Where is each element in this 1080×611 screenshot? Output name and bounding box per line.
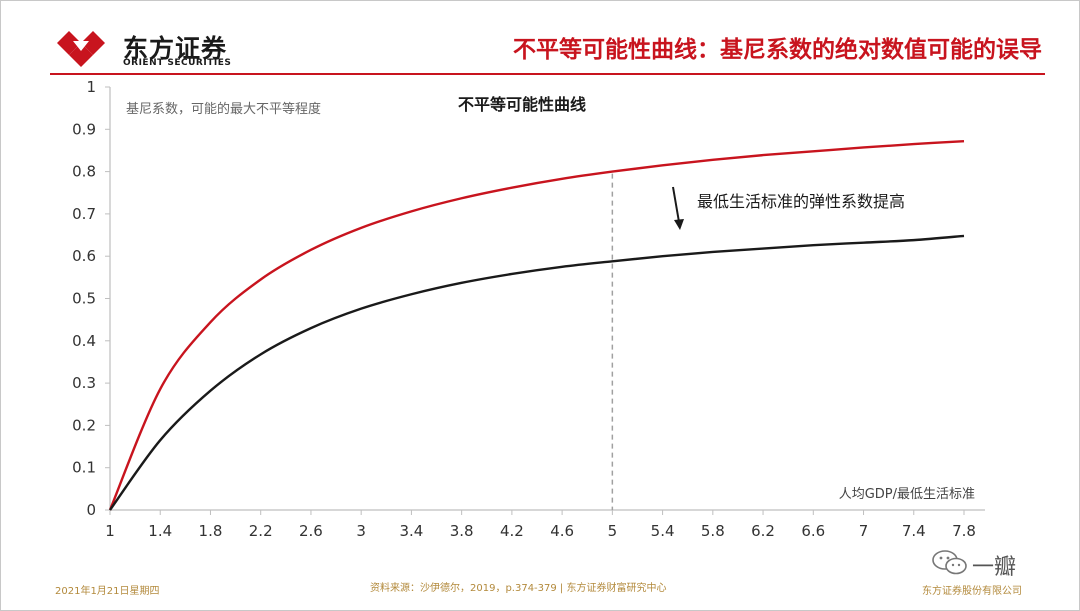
x-axis-ticks: 1 1.4 1.8 2.2 2.6 3 3.4 3.8 4.2 4.6 5 5.4 5.8 6.2 6.6 7… [105,510,976,540]
x-tick-label: 6.6 [801,522,825,540]
y-tick-label: 0.6 [72,247,96,265]
y-tick-label: 0.5 [72,290,96,308]
x-tick-label: 3.4 [399,522,423,540]
y-tick-label: 0.1 [72,459,96,477]
x-tick-label: 1 [105,522,115,540]
x-tick-label: 2.6 [299,522,323,540]
x-tick-label: 3.8 [450,522,474,540]
annotation-arrow [672,186,684,230]
footer-source: 资料来源：沙伊德尔，2019，p.374-379 | 东方证券财富研究中心 [370,583,667,594]
x-tick-label: 5.8 [701,522,725,540]
slide-header: 东方证券 ORIENT SECURITIES 不平等可能性曲线：基尼系数的绝对数… [0,0,1080,78]
y-tick-label: 0.7 [72,205,96,223]
x-tick-label: 4.6 [550,522,574,540]
y-tick-label: 1 [86,78,96,96]
x-tick-label: 1.4 [148,522,172,540]
footer-company: 东方证券股份有限公司 [922,586,1022,597]
y-axis-label: 基尼系数，可能的最大不平等程度 [126,101,321,117]
watermark: 一瓣 [930,547,1050,581]
y-tick-label: 0.9 [72,120,96,138]
orient-logo-icon [57,31,105,67]
y-axis-ticks: 0 0.1 0.2 0.3 0.4 0.5 0.6 0.7 0.8 0.9 1 [72,78,110,519]
chart-title: 不平等可能性曲线 [458,95,586,114]
chart-annotation: 最低生活标准的弹性系数提高 [697,192,905,211]
x-tick-label: 1.8 [199,522,223,540]
x-tick-label: 7 [859,522,869,540]
x-tick-label: 6.2 [751,522,775,540]
y-tick-label: 0.8 [72,163,96,181]
x-tick-label: 5 [608,522,618,540]
x-axis-label: 人均GDP/最低生活标准 [839,487,975,502]
brand-logo: 东方证券 ORIENT SECURITIES [53,27,253,71]
brand-name-en: ORIENT SECURITIES [123,58,232,68]
chart-series [108,139,965,511]
wechat-icon [932,550,967,575]
x-tick-label: 7.8 [952,522,976,540]
x-tick-label: 2.2 [249,522,273,540]
x-tick-label: 4.2 [500,522,524,540]
y-tick-label: 0.4 [72,332,96,350]
page-title: 不平等可能性曲线：基尼系数的绝对数值可能的误导 [513,37,1042,63]
watermark-text: 一瓣 [972,555,1017,580]
header-divider [50,73,1045,75]
x-tick-label: 3 [356,522,366,540]
brand-name-cn: 东方证券 [123,34,228,63]
x-tick-label: 5.4 [651,522,675,540]
series-line-black [109,234,965,511]
series-line-red [108,139,965,511]
chart-axes [109,87,985,511]
y-tick-label: 0.3 [72,374,96,392]
y-tick-label: 0.2 [72,416,96,434]
y-tick-label: 0 [86,501,96,519]
footer-date: 2021年1月21日星期四 [55,586,160,597]
x-tick-label: 7.4 [902,522,926,540]
